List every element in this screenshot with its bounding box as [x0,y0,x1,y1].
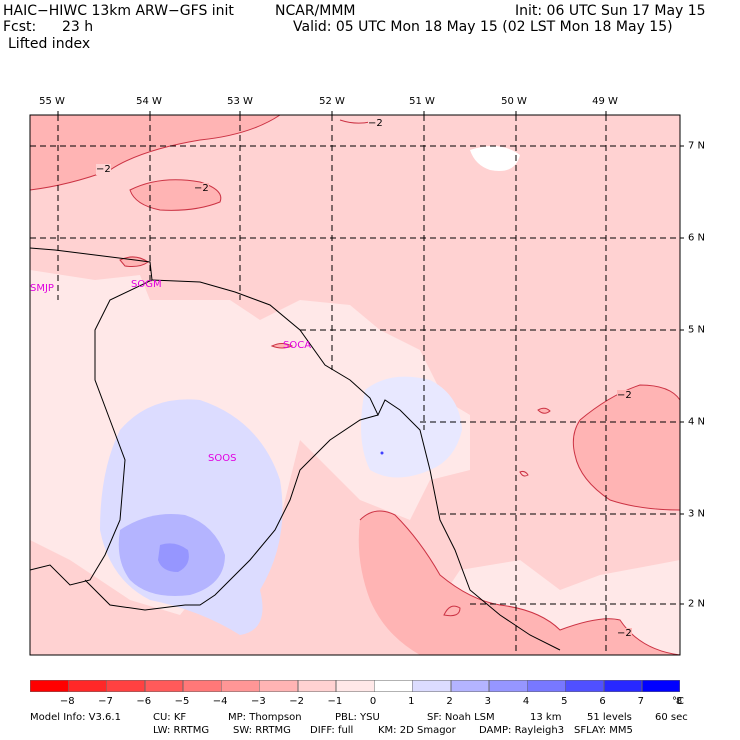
colorbar-tick-label: 3 [484,696,491,707]
footer-model-info: Model Info: V3.6.1 [30,712,121,723]
init-time: Init: 06 UTC Sun 17 May 15 [515,3,706,19]
footer-pbl: PBL: YSU [335,712,380,723]
station-label-soos: SOOS [208,453,237,464]
footer-km: KM: 2D Smagor [378,725,456,736]
footer-damping: DAMP: Rayleigh3 [479,725,565,736]
colorbar-swatch [144,680,184,692]
lon-label: 52 W [319,96,345,107]
colorbar-tick-label: −6 [136,696,152,707]
colorbar-swatch [565,680,605,692]
colorbar-tick-label: 7 [637,696,644,707]
footer-microphysics: MP: Thompson [228,712,302,723]
contour-label: −2 [617,628,632,639]
colorbar-swatch [297,680,337,692]
contour-label: −2 [194,183,209,194]
lat-label: 5 N [688,324,706,336]
colorbar-tick-label: −2 [289,696,305,707]
lon-label: 50 W [501,96,527,107]
contour-lines [29,114,681,656]
colorbar-swatch [374,680,413,692]
colorbar-swatch [30,680,69,692]
footer-surface: SF: Noah LSM [427,712,495,723]
footer-sflay: SFLAY: MM5 [574,725,633,736]
forecast-hour: 23 h [62,19,94,35]
colorbar-swatch [335,680,375,692]
footer-shortwave: SW: RRTMG [233,725,291,736]
colorbar-tick-label: 5 [561,696,568,707]
colorbar-tick-label: 2 [446,696,453,707]
colorbar-tick-label: −4 [212,696,228,707]
contour-label: −2 [96,164,111,175]
station-dot [380,451,384,455]
lat-lon-grid [30,115,680,655]
station-label-sogm: SOGM [131,279,162,290]
colorbar-swatch [488,680,528,692]
colorbar-tick-label: 4 [522,696,530,707]
colorbar-tick-label: 0 [369,696,377,707]
map-frame [29,114,681,656]
lat-label: 3 N [688,508,706,520]
footer-resolution: 13 km [530,712,562,723]
lat-label: 4 N [688,416,706,428]
footer-diffusion: DIFF: full [310,725,354,736]
lat-label: 2 N [688,598,706,610]
footer-levels: 51 levels [587,712,632,723]
contour-label: −2 [368,118,383,129]
contour-label: −2 [617,390,632,401]
colorbar-swatch [182,680,222,692]
station-label-smjp: SMJP [30,283,54,294]
colorbar-unit: °C [672,696,684,707]
unstable-region-south [358,511,680,655]
colorbar-swatch [221,680,260,692]
coastlines [29,247,561,651]
lon-label: 51 W [409,96,435,107]
forecast-label: Fcst: [3,19,37,35]
lon-label: 49 W [592,96,618,107]
stable-region-coast [361,376,462,478]
station-label-soca: SOCA [283,340,312,351]
footer-timestep: 60 sec [655,712,688,723]
valid-time: Valid: 05 UTC Mon 18 May 15 (02 LST Mon … [293,19,673,35]
colorbar-tick-label: −8 [59,696,75,707]
lon-label: 53 W [227,96,253,107]
colorbar-swatch [412,680,452,692]
lon-label: 55 W [39,96,65,107]
stable-max [158,543,189,572]
lat-label: 7 N [688,140,706,152]
colorbar-tick-label: −5 [174,696,190,707]
lat-label: 6 N [688,232,706,244]
colorbar-tick-label: −1 [327,696,343,707]
center-title: NCAR/MMM [275,3,356,19]
colorbar-swatch [450,680,490,692]
colorbar-tick-label: 1 [408,696,415,707]
colorbar-swatch [527,680,566,692]
footer-longwave: LW: RRTMG [153,725,210,736]
unstable-region-east [573,385,680,510]
colorbar-swatch [106,680,146,692]
field-name: Lifted index [8,36,91,52]
colorbar-swatch [641,680,681,692]
colorbar-swatch [68,680,107,692]
footer-cumulus: CU: KF [153,712,187,723]
colorbar-tick-label: 8 [675,696,683,707]
colorbar-swatch [259,680,299,692]
axis-ticks [57,111,684,605]
colorbar-tick-label: −3 [251,696,266,707]
neutral-patch [470,146,520,171]
lon-label: 54 W [136,96,162,107]
colorbar-tick-label: −7 [98,696,113,707]
colorbar-swatch [603,680,643,692]
colorbar-tick-label: 6 [599,696,606,707]
unstable-region-nw [30,115,280,190]
model-title: HAIC−HIWC 13km ARW−GFS init [3,3,234,19]
